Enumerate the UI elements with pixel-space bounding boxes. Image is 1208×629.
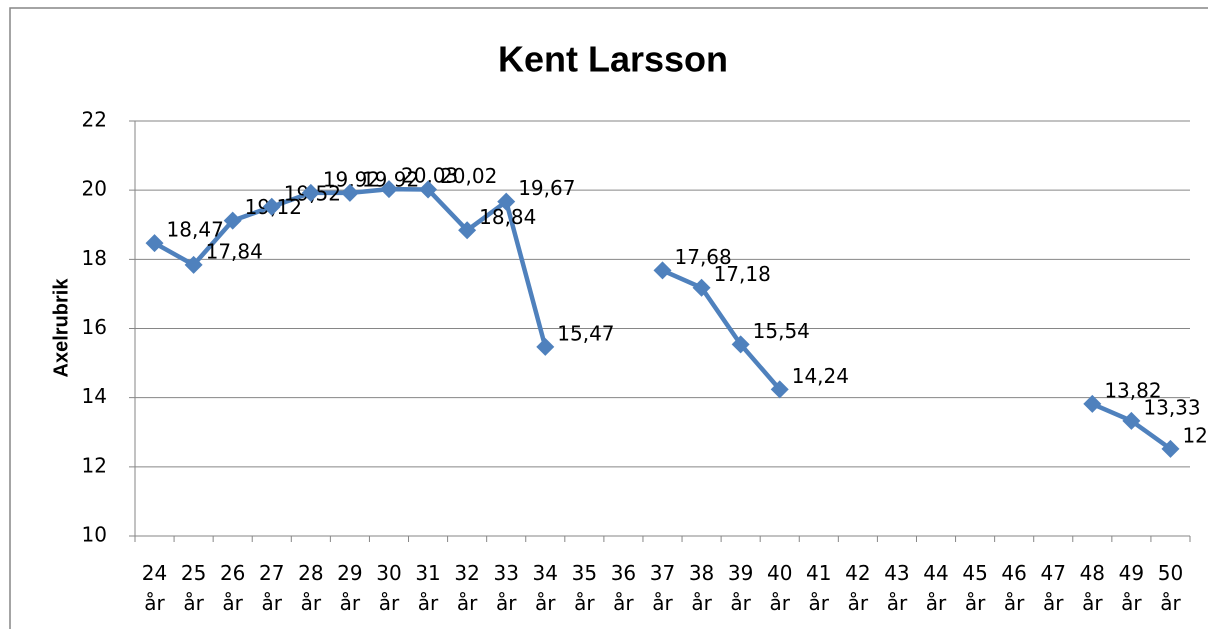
- x-tick-label: 26 år: [219, 561, 246, 615]
- data-label: 20,02: [440, 164, 497, 188]
- x-tick-label: 39 år: [727, 561, 754, 615]
- marker: [184, 255, 203, 274]
- data-label: 17,84: [206, 239, 263, 263]
- x-tick-label: 31 år: [415, 561, 441, 615]
- y-tick-label: 22: [82, 108, 107, 132]
- marker: [223, 211, 242, 230]
- marker: [1122, 411, 1141, 430]
- y-tick-label: 12: [82, 453, 107, 477]
- data-label: 13,33: [1143, 395, 1200, 419]
- chart-border: [9, 7, 1208, 629]
- y-tick-label: 16: [82, 315, 107, 339]
- data-label: 15,54: [753, 319, 810, 343]
- x-tick-label: 42 år: [845, 561, 871, 615]
- y-tick-label: 18: [82, 246, 107, 270]
- x-tick-label: 28 år: [298, 561, 324, 615]
- data-label: 18,47: [167, 218, 224, 242]
- marker: [731, 335, 750, 354]
- x-tick-label: 46 år: [1001, 561, 1027, 615]
- x-tick-label: 29 år: [337, 561, 363, 615]
- data-label: 14,24: [792, 364, 849, 388]
- y-axis-label: Axelrubrik: [50, 278, 72, 378]
- marker: [536, 337, 555, 356]
- marker: [379, 180, 398, 199]
- x-tick-label: 45 år: [962, 561, 988, 615]
- marker: [458, 221, 477, 240]
- x-tick-label: 43 år: [884, 561, 910, 615]
- marker: [301, 183, 320, 202]
- y-tick-label: 20: [82, 177, 107, 201]
- x-tick-label: 36 år: [610, 561, 637, 615]
- data-label: 12,52: [1182, 423, 1208, 447]
- x-tick-label: 30 år: [376, 561, 402, 615]
- data-label: 19,67: [518, 176, 575, 200]
- x-tick-label: 47 år: [1040, 561, 1066, 615]
- data-label: 15,47: [557, 321, 614, 345]
- x-tick-label: 32 år: [454, 561, 480, 615]
- x-tick-label: 50 år: [1157, 561, 1184, 615]
- x-tick-label: 27 år: [259, 561, 285, 615]
- x-tick-label: 25 år: [180, 561, 207, 615]
- marker: [1161, 439, 1180, 458]
- x-tick-label: 38 år: [688, 561, 715, 615]
- marker: [497, 192, 516, 211]
- x-tick-label: 41 år: [806, 561, 832, 615]
- marker: [340, 183, 359, 202]
- data-label: 13,82: [1104, 378, 1161, 402]
- x-tick-label: 49 år: [1118, 561, 1145, 615]
- data-label: 17,18: [714, 262, 771, 286]
- data-label: 17,68: [675, 245, 732, 269]
- x-tick-label: 34 år: [532, 561, 558, 615]
- marker: [692, 278, 711, 297]
- y-tick-label: 14: [82, 384, 107, 408]
- marker: [770, 380, 789, 399]
- marker: [262, 197, 281, 216]
- x-tick-label: 44 år: [923, 561, 949, 615]
- marker: [653, 261, 672, 280]
- chart-title: Kent Larsson: [498, 39, 728, 80]
- x-tick-label: 33 år: [493, 561, 519, 615]
- marker: [145, 234, 164, 253]
- y-tick-label: 10: [82, 523, 107, 547]
- x-tick-label: 40 år: [766, 561, 793, 615]
- marker: [1083, 394, 1102, 413]
- x-tick-label: 35 år: [571, 561, 598, 615]
- x-tick-label: 37 år: [649, 561, 676, 615]
- x-tick-label: 24 år: [141, 561, 168, 615]
- x-tick-label: 48 år: [1079, 561, 1106, 615]
- marker: [419, 180, 438, 199]
